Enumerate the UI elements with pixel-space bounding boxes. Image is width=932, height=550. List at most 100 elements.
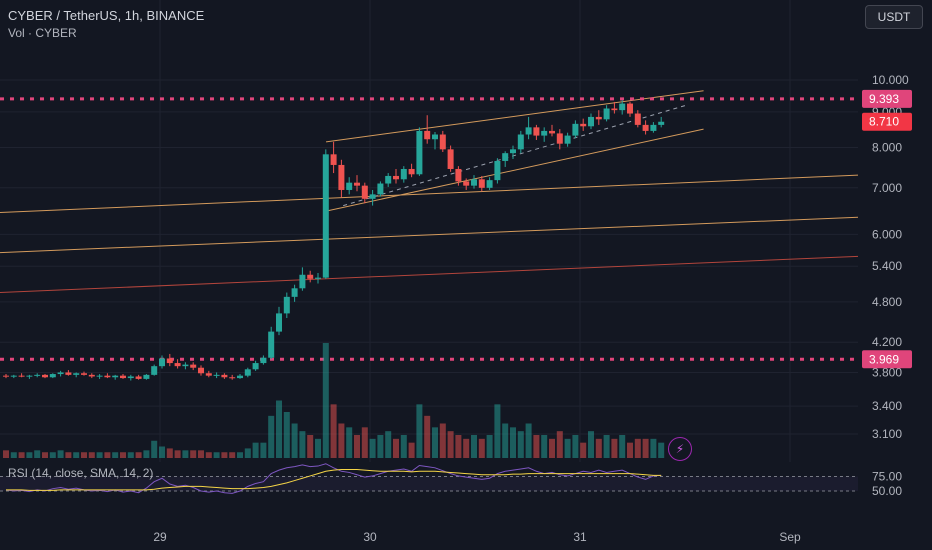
price-tick-label: 10.000 [872,73,909,87]
candle-body [26,375,33,377]
candle-body [572,123,579,136]
candle-body [322,154,329,278]
volume-bar [658,442,665,458]
candle-body [369,194,376,199]
volume-bar [603,435,610,458]
candle-body [330,154,337,165]
candle-body [65,372,72,375]
volume-bar [572,435,579,458]
volume-bar [252,442,259,458]
volume-bar [73,452,80,458]
rsi-sma-line [6,469,662,491]
volume-bar [455,435,462,458]
candle-body [393,175,399,180]
price-tick-label: 3.400 [872,399,902,413]
volume-bar [229,452,236,458]
candle-body [135,376,142,379]
candle-body [354,182,360,186]
candle-body [96,375,103,377]
lightning-icon[interactable]: ⚡ [668,437,692,461]
volume-bar [244,448,251,458]
price-label-box [862,112,912,131]
volume-bar [432,427,438,458]
volume-bar [400,435,407,458]
candle-body [580,123,587,127]
candle-body [533,127,540,136]
candle-body [510,149,516,154]
candle-body [432,134,438,140]
volume-bar [276,400,282,458]
volume-bar [580,442,587,458]
volume-bar [299,431,306,458]
volume-bar [502,423,509,458]
trendline [325,128,704,212]
candle-body [439,134,446,150]
candle-body [283,296,290,314]
volume-bar [642,438,649,458]
candle-body [455,168,462,182]
candle-body [627,103,633,114]
candle-body [603,108,610,120]
candle-body [338,164,345,190]
volume-bar [556,431,563,458]
volume-bar [471,435,477,458]
candle-body [34,374,41,376]
volume-bar [34,450,41,458]
trendline [0,255,859,294]
candle-body [42,374,48,378]
candle-body [244,369,251,376]
candle-body [595,116,602,120]
horizontal-levels [0,97,858,361]
candle-body [634,113,641,125]
time-tick-label: 31 [573,530,587,544]
volume-bar [166,448,173,458]
volume-bar [135,452,142,458]
volume-bar [517,431,524,458]
currency-button[interactable]: USDT [865,5,923,29]
volume-bar [354,435,360,458]
candle-body [229,377,236,379]
price-tick-label: 4.800 [872,295,902,309]
trendline [0,216,859,254]
price-tick-label: 3.100 [872,427,902,441]
volume-bar [49,452,56,458]
volume-bar [315,438,321,458]
volume-bar [143,450,150,458]
volume-bar [611,438,618,458]
volume-bar [291,423,298,458]
trendlines [0,90,859,294]
time-tick-label: 30 [363,530,377,544]
candle-body [299,274,306,289]
candle-body [502,153,509,161]
volume-bar [26,452,33,458]
volume-bar [385,431,392,458]
volume-bar [18,452,25,458]
price-tick-label: 4.200 [872,335,902,349]
candle-body [159,358,165,367]
volume-bars [3,343,665,458]
candle-body [416,130,423,175]
price-label-box [862,350,912,369]
trendline [0,174,859,214]
candle-body [650,124,657,131]
candle-body [3,375,9,377]
volume-bar [369,438,376,458]
volume-bar [205,452,212,458]
candle-body [260,357,267,364]
price-label-text: 8.710 [869,115,899,129]
price-tick-label: 7.000 [872,181,902,195]
candle-body [541,130,548,136]
volume-bar [619,435,626,458]
volume-bar [439,423,446,458]
candle-body [198,367,204,374]
price-tick-label: 5.400 [872,259,902,273]
volume-bar [541,435,548,458]
volume-bar [533,435,540,458]
candle-body [463,181,470,186]
volume-bar [57,450,64,458]
volume-bar [416,404,423,458]
candle-body [213,374,220,376]
volume-bar [525,423,532,458]
volume-bar [120,452,126,458]
